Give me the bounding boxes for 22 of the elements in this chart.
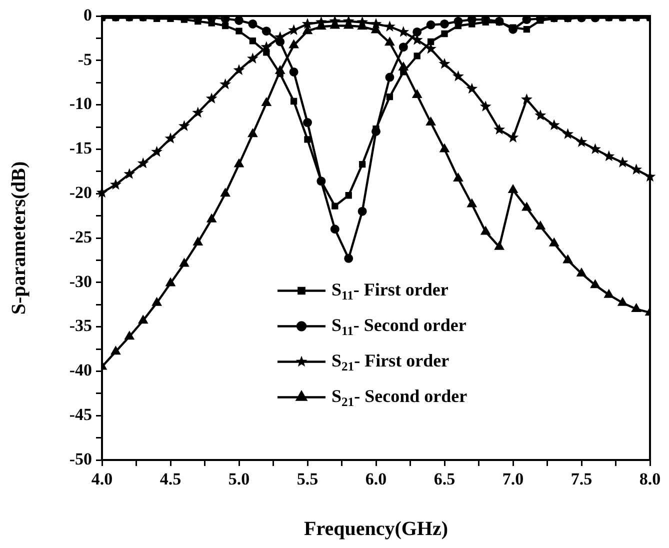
y-tick-label: -40 xyxy=(69,360,92,380)
x-tick-label: 7.5 xyxy=(570,470,592,489)
y-tick-label: 0 xyxy=(84,5,92,24)
x-axis-title: Frequency(GHz) xyxy=(304,518,448,540)
y-axis-title: S-parameters(dB) xyxy=(8,161,30,315)
y-tick-label: -35 xyxy=(69,316,92,336)
x-tick-label: 5.0 xyxy=(228,470,250,489)
x-tick-label: 4.5 xyxy=(160,470,182,489)
y-tick-label: -30 xyxy=(69,272,92,291)
x-tick-label: 5.5 xyxy=(296,470,318,489)
y-tick-label: -45 xyxy=(69,404,92,424)
x-tick-label: 7.0 xyxy=(502,470,524,489)
y-tick-label: -20 xyxy=(69,182,92,202)
y-tick-label: -10 xyxy=(69,94,92,114)
x-tick-label: 8.0 xyxy=(639,470,661,489)
x-tick-label: 4.0 xyxy=(91,470,113,489)
y-tick-label: -25 xyxy=(69,227,92,246)
y-tick-label: -15 xyxy=(69,138,92,158)
x-tick-label: 6.0 xyxy=(365,470,387,489)
y-tick-label: -50 xyxy=(69,449,92,468)
y-tick-label: -5 xyxy=(78,50,92,69)
x-tick-label: 6.5 xyxy=(434,470,456,489)
